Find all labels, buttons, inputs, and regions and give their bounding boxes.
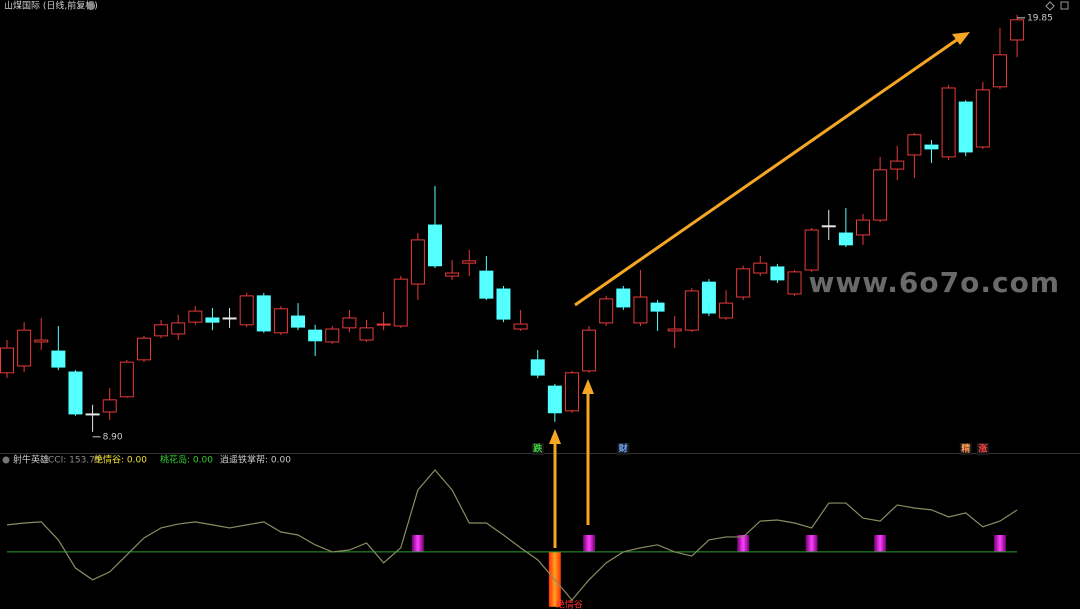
chart-title: 山煤国际 (日线,前复权) (4, 0, 98, 12)
candle-body (787, 271, 802, 295)
candle-body (68, 371, 83, 415)
candle-body (479, 270, 494, 299)
candle-body (154, 324, 169, 337)
signal-bar (737, 535, 750, 552)
candle-body (291, 315, 306, 328)
candle-body (308, 329, 323, 342)
candle-body (136, 337, 151, 361)
candle-body (1010, 19, 1025, 41)
candle-body (428, 224, 442, 267)
marker-bg (531, 443, 544, 455)
candle-body (547, 385, 562, 414)
candle-body (804, 229, 819, 271)
candle-body (650, 302, 665, 312)
candle-body (239, 295, 254, 326)
arrow-head (549, 429, 561, 444)
legend-entry: 绝情谷: 0.00 (94, 454, 147, 466)
price-annotation: 19.85 (1027, 13, 1053, 23)
menu-icon[interactable] (87, 2, 95, 10)
marker-bg (959, 443, 972, 455)
candle-body (34, 339, 49, 343)
candle-body (51, 350, 66, 368)
arrow-head (582, 379, 594, 394)
window-icon[interactable] (1060, 1, 1069, 10)
arrows (549, 32, 970, 548)
candle-body (17, 329, 32, 367)
candle-body (205, 317, 220, 323)
signal-marker: 跌 (533, 443, 543, 455)
signal-marker: 精 (961, 443, 970, 455)
candle-body (564, 372, 579, 412)
signal-bar (993, 535, 1006, 552)
candle-body (719, 302, 734, 319)
candle-body (838, 232, 853, 246)
candle-body (393, 278, 408, 327)
candle-body (684, 290, 699, 331)
candle-body (0, 347, 14, 374)
candle-body (462, 260, 477, 264)
candle-body (256, 295, 271, 332)
indicator-line (6, 469, 1018, 601)
signal-bar (583, 535, 596, 552)
arrow-head (952, 32, 970, 45)
candle-body (599, 298, 614, 324)
candle-body (359, 327, 374, 341)
signal-bar (874, 535, 887, 552)
candle-body (171, 322, 186, 335)
marker-bg (617, 443, 630, 455)
candle-body (513, 323, 528, 330)
legend-entry: 逍遥铁掌帮: 0.00 (220, 454, 291, 466)
legend-entry: 桃花岛: 0.00 (160, 454, 213, 466)
candle-body (941, 87, 956, 158)
candle-body (753, 262, 768, 274)
candle-body (856, 219, 870, 236)
candle-body (102, 399, 117, 413)
indicator-icon (2, 456, 10, 464)
candle-body (376, 323, 391, 326)
candle-body (410, 239, 425, 285)
candle-body (445, 272, 460, 277)
candle-body (496, 288, 511, 320)
price-annotation: 8.90 (103, 432, 123, 442)
candle-body (736, 268, 751, 298)
indicator-name: 射牛英雄 (13, 454, 49, 466)
signal-bar (805, 535, 818, 552)
signal-label: 绝情谷 (556, 599, 583, 609)
marker-bg (976, 443, 989, 455)
candle-body (342, 317, 357, 329)
candle-body (890, 160, 905, 170)
candle-body (975, 89, 990, 148)
candle-body (821, 225, 836, 228)
trend-arrow (574, 37, 959, 307)
candle-body (873, 169, 888, 221)
signal-bar (411, 535, 424, 552)
legend-entry: CCI: 153.75 (48, 456, 101, 466)
candle-body (701, 281, 716, 314)
signal-marker: 涨 (978, 443, 988, 455)
price-panel: 19.85 8.90 跌 财 精涨 (0, 13, 1053, 455)
candle-body (325, 328, 340, 343)
watermark: www.6o7o.com (808, 266, 1060, 299)
diamond-icon[interactable] (1045, 1, 1055, 11)
candle-body (633, 296, 648, 324)
candle-body (616, 288, 631, 308)
candle-body (924, 144, 939, 150)
candle-body (582, 329, 597, 372)
candle-body (188, 310, 203, 323)
candle-body (958, 101, 973, 153)
candle-body (273, 308, 288, 334)
candle-body (907, 134, 922, 156)
candle-body (992, 54, 1007, 88)
candle-body (530, 359, 545, 376)
candle-body (85, 413, 100, 416)
signal-marker: 财 (618, 443, 628, 455)
candle-body (119, 361, 134, 398)
candle-body (222, 317, 237, 320)
candle-body (667, 328, 682, 332)
candle-body (770, 266, 785, 281)
